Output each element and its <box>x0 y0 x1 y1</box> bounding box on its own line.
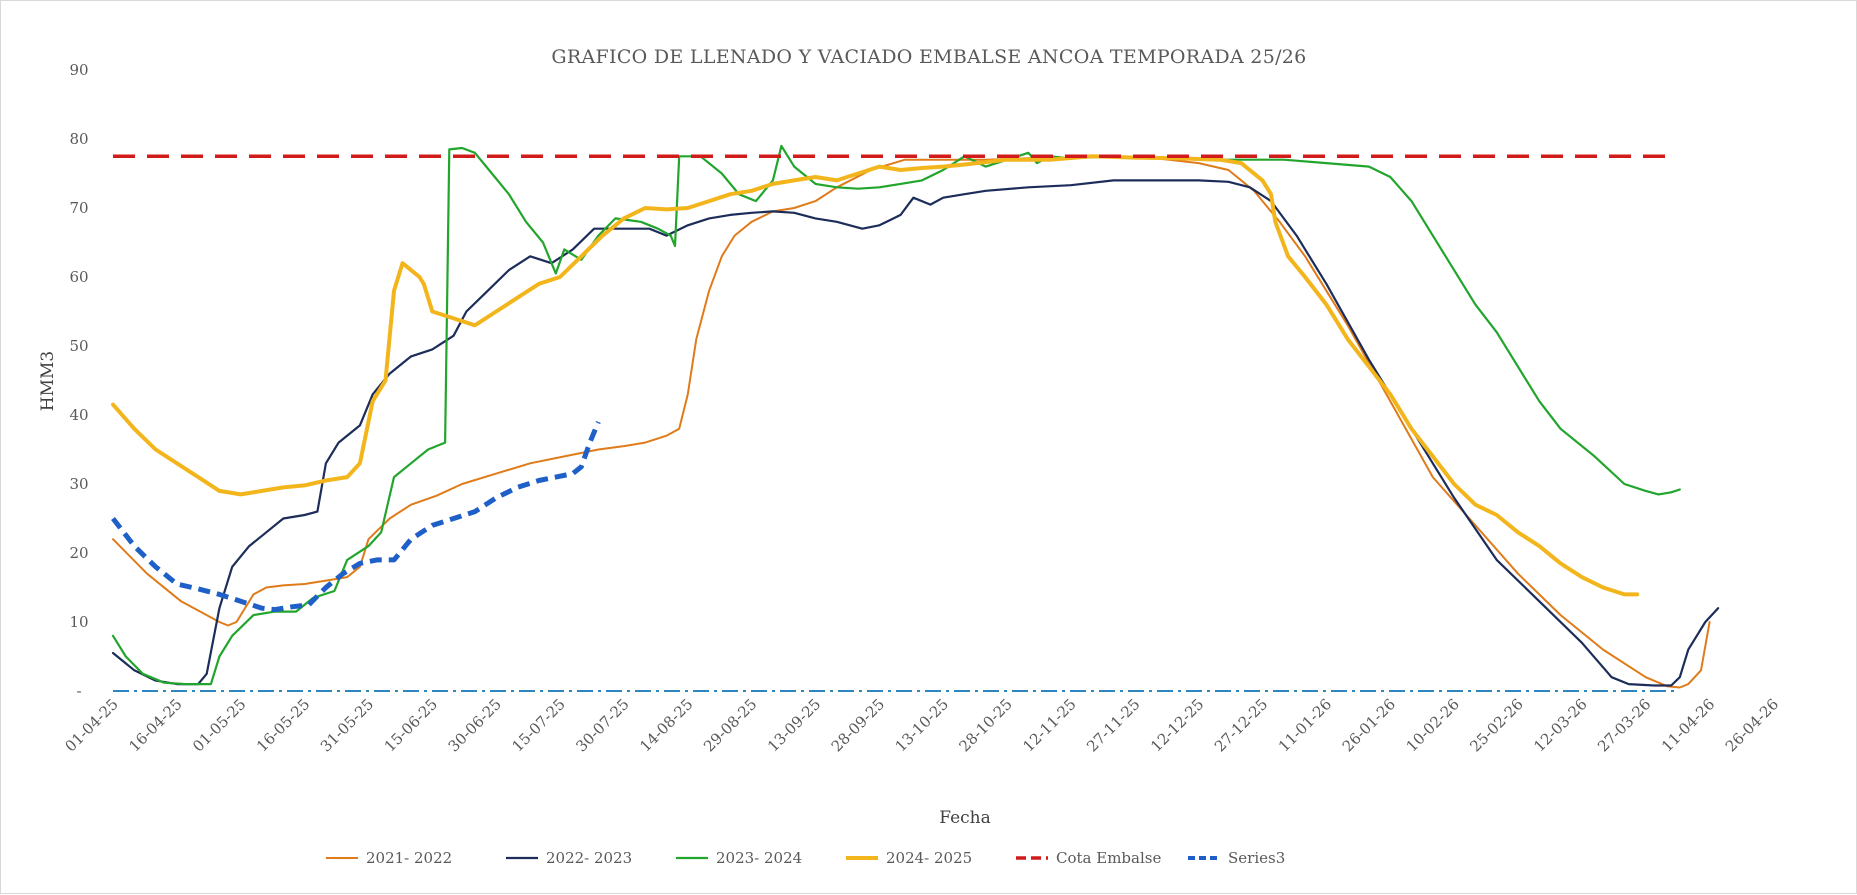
x-tick-label: 27-03-26 <box>1594 695 1654 755</box>
series-line-series3 <box>111 420 601 613</box>
x-tick-label: 27-12-25 <box>1211 695 1271 755</box>
x-tick-label: 28-09-25 <box>828 695 888 755</box>
y-tick-label: - <box>76 682 81 700</box>
x-tick-label: 31-05-25 <box>317 695 377 755</box>
legend-label: Cota Embalse <box>1056 849 1161 867</box>
x-tick-label: 12-03-26 <box>1530 695 1590 755</box>
x-tick-label: 30-06-25 <box>445 695 505 755</box>
legend-label: 2022- 2023 <box>546 849 632 867</box>
y-axis-label: HMM3 <box>38 351 58 411</box>
x-tick-label: 25-02-26 <box>1466 695 1526 755</box>
x-tick-label: 16-05-25 <box>253 695 313 755</box>
y-tick-label: 80 <box>69 130 88 148</box>
x-tick-label: 01-05-25 <box>189 695 249 755</box>
y-tick-label: 70 <box>69 199 88 217</box>
series-layer <box>111 144 1720 692</box>
x-tick-label: 27-11-25 <box>1083 695 1143 755</box>
x-tick-label: 12-12-25 <box>1147 695 1207 755</box>
x-axis-label: Fecha <box>939 808 991 828</box>
y-tick-label: 20 <box>69 544 88 562</box>
x-tick-label: 15-07-25 <box>508 695 568 755</box>
y-tick-label: 10 <box>69 613 88 631</box>
y-tick-label: 40 <box>69 406 88 424</box>
x-tick-label: 26-01-26 <box>1339 695 1399 755</box>
series-line-2023-2024 <box>111 144 1681 686</box>
x-tick-label: 11-01-26 <box>1275 695 1335 755</box>
x-tick-label: 12-11-25 <box>1019 695 1079 755</box>
x-axis-ticks: 01-04-25 16-04-25 01-05-25 16-05-25 31-05-25… <box>61 695 1782 755</box>
legend-label: Series3 <box>1228 849 1285 867</box>
series-line-2022-2023 <box>111 179 1720 687</box>
x-tick-label: 28-10-25 <box>956 695 1016 755</box>
legend-label: 2024- 2025 <box>886 849 972 867</box>
x-tick-label: 13-09-25 <box>764 695 824 755</box>
series-line-2021-2022 <box>112 155 1711 689</box>
x-tick-label: 14-08-25 <box>636 695 696 755</box>
y-axis-ticks: - 10 20 30 40 50 60 70 80 90 <box>69 61 88 700</box>
x-tick-label: 01-04-25 <box>61 695 121 755</box>
x-tick-label: 13-10-25 <box>892 695 952 755</box>
y-tick-label: 90 <box>69 61 88 79</box>
y-tick-label: 60 <box>69 268 88 286</box>
legend-label: 2021- 2022 <box>366 849 452 867</box>
chart-title: GRAFICO DE LLENADO Y VACIADO EMBALSE ANC… <box>551 46 1306 68</box>
y-tick-label: 50 <box>69 337 88 355</box>
x-tick-label: 16-04-25 <box>125 695 185 755</box>
x-tick-label: 15-06-25 <box>381 695 441 755</box>
y-tick-label: 30 <box>69 475 88 493</box>
legend: 2021- 2022 2022- 2023 2023- 2024 2024- 2025… <box>326 849 1285 867</box>
x-tick-label: 30-07-25 <box>572 695 632 755</box>
x-tick-label: 11-04-26 <box>1658 695 1718 755</box>
legend-label: 2023- 2024 <box>716 849 802 867</box>
x-tick-label: 29-08-25 <box>700 695 760 755</box>
x-tick-label: 26-04-26 <box>1722 695 1782 755</box>
x-tick-label: 10-02-26 <box>1403 695 1463 755</box>
series-line-2024-2025 <box>111 154 1640 597</box>
